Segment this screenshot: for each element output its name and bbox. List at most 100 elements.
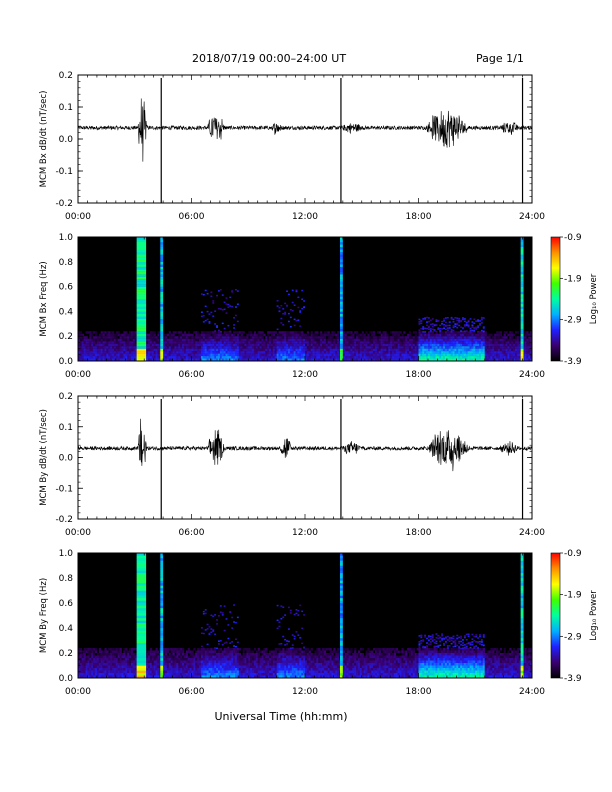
band-1 bbox=[136, 620, 147, 624]
band-2 bbox=[160, 279, 164, 282]
band-2 bbox=[160, 326, 164, 329]
band-2 bbox=[160, 623, 164, 626]
panel-3: 00:00 06:00 12:00 18:00 24:00-0.2-0.10.00.10… bbox=[39, 392, 545, 538]
band-3 bbox=[340, 610, 343, 614]
y-axis-label: MCM By dB/dt (nT/sec) bbox=[39, 409, 49, 506]
band-1 bbox=[136, 613, 147, 616]
y-tick-label: 1.0 bbox=[59, 549, 74, 559]
band-4 bbox=[520, 668, 524, 671]
band-1 bbox=[136, 299, 147, 302]
band-2 bbox=[160, 605, 164, 609]
band-3 bbox=[340, 356, 343, 359]
band-3 bbox=[340, 306, 343, 310]
band-4 bbox=[520, 308, 524, 312]
band-4 bbox=[520, 251, 524, 255]
band-2 bbox=[160, 635, 164, 639]
band-3 bbox=[340, 291, 343, 295]
band-2 bbox=[160, 237, 164, 240]
band-3 bbox=[340, 321, 343, 324]
band-2 bbox=[160, 308, 164, 312]
band-2 bbox=[160, 301, 164, 305]
band-1 bbox=[136, 356, 147, 359]
band-2 bbox=[160, 608, 164, 611]
colorbar-tick-label: -2.9 bbox=[564, 632, 582, 642]
band-2 bbox=[160, 600, 164, 604]
band-2 bbox=[160, 633, 164, 636]
band-3 bbox=[340, 343, 343, 347]
band-1 bbox=[136, 271, 147, 275]
band-1 bbox=[136, 351, 147, 354]
x-axis-title-text: Universal Time (hh:mm) bbox=[214, 710, 348, 723]
band-4 bbox=[520, 303, 524, 307]
band-3 bbox=[340, 326, 343, 329]
band-3 bbox=[340, 593, 343, 596]
band-1 bbox=[136, 555, 147, 559]
colorbar: -0.9 -1.9 -2.9 -3.9 Log₁₀ Power bbox=[550, 233, 599, 367]
band-4 bbox=[520, 358, 524, 362]
band-1 bbox=[136, 321, 147, 324]
x-axis: 00:00 06:00 12:00 18:00 24:00 bbox=[65, 75, 545, 222]
band-2 bbox=[160, 560, 164, 564]
band-1 bbox=[136, 239, 147, 243]
band-1 bbox=[136, 264, 147, 267]
band-1 bbox=[136, 663, 147, 666]
band-3 bbox=[340, 318, 343, 322]
band-1 bbox=[136, 256, 147, 260]
band-2 bbox=[160, 259, 164, 262]
band-2 bbox=[160, 593, 164, 596]
band-2 bbox=[160, 580, 164, 584]
band-1 bbox=[136, 628, 147, 631]
band-3 bbox=[340, 308, 343, 312]
band-3 bbox=[340, 249, 343, 253]
band-4 bbox=[520, 316, 524, 320]
band-2 bbox=[160, 286, 164, 290]
band-2 bbox=[160, 311, 164, 315]
band-3 bbox=[340, 351, 343, 354]
dbdt-trace bbox=[77, 98, 533, 162]
band-4 bbox=[520, 603, 524, 606]
band-3 bbox=[340, 598, 343, 601]
colorbar-tick-label: -0.9 bbox=[564, 233, 582, 243]
panel-2: 00:00 06:00 12:00 18:00 24:00 0.0 0.2 0.4 0.6 0.8… bbox=[39, 233, 599, 380]
band-1 bbox=[136, 303, 147, 307]
band-4 bbox=[520, 296, 524, 300]
colorbar-tick-label: -3.9 bbox=[564, 674, 582, 684]
band-2 bbox=[160, 306, 164, 310]
band-3 bbox=[340, 353, 343, 357]
band-4 bbox=[520, 341, 524, 344]
band-4 bbox=[520, 640, 524, 644]
band-3 bbox=[340, 580, 343, 584]
band-1 bbox=[136, 578, 147, 581]
band-3 bbox=[340, 266, 343, 270]
band-3 bbox=[340, 590, 343, 594]
band-1 bbox=[136, 580, 147, 584]
band-3 bbox=[340, 358, 343, 362]
band-2 bbox=[160, 595, 164, 599]
band-4 bbox=[520, 663, 524, 666]
colorbar-scale bbox=[550, 236, 561, 362]
band-1 bbox=[136, 281, 147, 285]
band-3 bbox=[340, 555, 343, 559]
band-4 bbox=[520, 348, 524, 352]
band-3 bbox=[340, 638, 343, 641]
band-1 bbox=[136, 331, 147, 334]
band-2 bbox=[160, 261, 164, 265]
band-4 bbox=[520, 281, 524, 285]
band-2 bbox=[160, 331, 164, 334]
x-tick-label: 24:00 bbox=[519, 370, 545, 380]
band-4 bbox=[520, 356, 524, 359]
band-3 bbox=[340, 620, 343, 624]
band-3 bbox=[340, 239, 343, 243]
band-4 bbox=[520, 336, 524, 339]
band-4 bbox=[520, 284, 524, 287]
band-1 bbox=[136, 600, 147, 604]
x-axis-title: Universal Time (hh:mm) bbox=[0, 710, 612, 723]
band-3 bbox=[340, 583, 343, 586]
band-4 bbox=[520, 673, 524, 676]
band-4 bbox=[520, 279, 524, 282]
page-number: Page 1/1 bbox=[476, 52, 524, 65]
band-4 bbox=[520, 313, 524, 317]
band-4 bbox=[520, 338, 524, 342]
band-4 bbox=[520, 578, 524, 581]
band-4 bbox=[520, 323, 524, 327]
